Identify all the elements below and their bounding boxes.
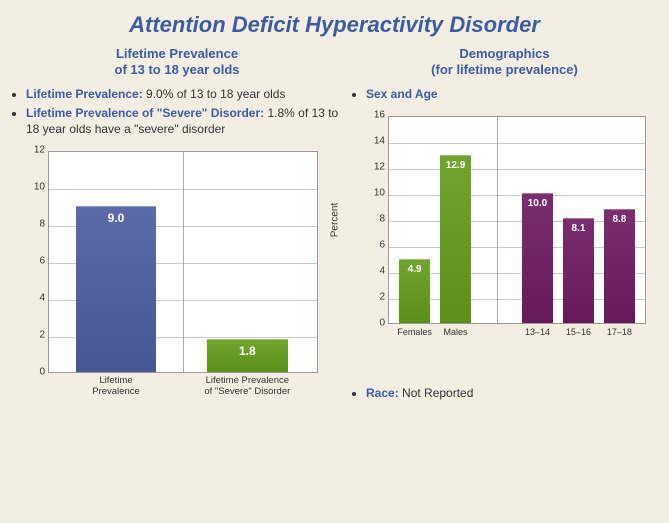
right-bullet-1: Sex and Age: [366, 87, 657, 103]
chart-prevalence-divider: [183, 152, 184, 372]
right-bullet-2-label: Race:: [366, 386, 399, 400]
right-bullet-1-label: Sex and Age: [366, 87, 438, 101]
left-column: Lifetime Prevalence of 13 to 18 year old…: [12, 46, 342, 407]
left-bullet-1-label: Lifetime Prevalence:: [26, 87, 143, 101]
right-bullet-2: Race: Not Reported: [366, 386, 657, 402]
chart-prevalence-xlabel: LifetimePrevalence: [61, 372, 171, 398]
chart-demographics-ytick: 4: [379, 266, 389, 277]
left-bullets: Lifetime Prevalence: 9.0% of 13 to 18 ye…: [12, 87, 342, 138]
chart-demographics-xlabel: 17–18: [564, 323, 669, 337]
right-bullets-2: Race: Not Reported: [352, 386, 657, 402]
chart-demographics-bar: 8.1: [563, 218, 594, 323]
left-heading-line1: Lifetime Prevalence: [116, 46, 238, 61]
chart-demographics-gridline: [389, 143, 645, 144]
chart-prevalence-ylabel: Percent: [0, 245, 1, 279]
columns: Lifetime Prevalence of 13 to 18 year old…: [0, 46, 669, 407]
chart-demographics-bar-value: 4.9: [399, 264, 430, 275]
chart-prevalence-plot: 0246810129.0LifetimePrevalence1.8Lifetim…: [48, 151, 318, 373]
chart-demographics-gridline: [389, 195, 645, 196]
right-heading-line2: (for lifetime prevalence): [431, 62, 578, 77]
chart-demographics-ytick: 2: [379, 292, 389, 303]
chart-prevalence-bar-value: 1.8: [207, 344, 287, 358]
chart-demographics-ytick: 12: [374, 162, 389, 173]
chart-demographics-ytick: 16: [374, 110, 389, 121]
chart-demographics-ytick: 10: [374, 188, 389, 199]
chart-demographics-plot: 02468101214164.9Females12.9Males10.013–1…: [388, 116, 646, 324]
left-heading-line2: of 13 to 18 year olds: [115, 62, 240, 77]
chart-prevalence-bar: 1.8: [207, 339, 287, 372]
chart-demographics: 02468101214164.9Females12.9Males10.013–1…: [352, 116, 657, 358]
chart-demographics-bar: 12.9: [440, 155, 471, 323]
chart-prevalence: 0246810129.0LifetimePrevalence1.8Lifetim…: [12, 151, 342, 407]
chart-prevalence-ytick: 10: [34, 182, 49, 193]
left-heading: Lifetime Prevalence of 13 to 18 year old…: [12, 46, 342, 79]
chart-demographics-ytick: 14: [374, 136, 389, 147]
right-bullet-2-text: Not Reported: [399, 386, 474, 400]
chart-demographics-gridline: [389, 169, 645, 170]
right-heading: Demographics (for lifetime prevalence): [352, 46, 657, 79]
chart-demographics-bar: 8.8: [604, 209, 635, 323]
chart-demographics-bar-value: 8.1: [563, 223, 594, 234]
chart-prevalence-ytick: 2: [39, 330, 49, 341]
right-bullets: Sex and Age: [352, 87, 657, 103]
chart-demographics-bar-value: 12.9: [440, 160, 471, 171]
page-title: Attention Deficit Hyperactivity Disorder: [0, 0, 669, 46]
chart-prevalence-bar: 9.0: [76, 206, 156, 373]
chart-prevalence-ytick: 8: [39, 219, 49, 230]
chart-demographics-ylabel: Percent: [330, 203, 341, 237]
chart-demographics-bar-value: 8.8: [604, 214, 635, 225]
chart-demographics-divider: [497, 117, 498, 323]
chart-demographics-bar: 10.0: [522, 193, 553, 323]
left-bullet-2-label: Lifetime Prevalence of "Severe" Disorder…: [26, 106, 264, 120]
chart-prevalence-ytick: 12: [34, 145, 49, 156]
left-bullet-2: Lifetime Prevalence of "Severe" Disorder…: [26, 106, 342, 137]
right-column: Demographics (for lifetime prevalence) S…: [342, 46, 657, 407]
chart-prevalence-bar-value: 9.0: [76, 211, 156, 225]
left-bullet-1-text: 9.0% of 13 to 18 year olds: [143, 87, 286, 101]
chart-demographics-bar-value: 10.0: [522, 198, 553, 209]
chart-prevalence-ytick: 0: [39, 367, 49, 378]
chart-prevalence-xlabel: Lifetime Prevalenceof "Severe" Disorder: [192, 372, 302, 398]
chart-demographics-ytick: 8: [379, 214, 389, 225]
chart-demographics-bar: 4.9: [399, 259, 430, 323]
chart-demographics-ytick: 6: [379, 240, 389, 251]
chart-prevalence-ytick: 6: [39, 256, 49, 267]
right-heading-line1: Demographics: [459, 46, 549, 61]
chart-prevalence-ytick: 4: [39, 293, 49, 304]
left-bullet-1: Lifetime Prevalence: 9.0% of 13 to 18 ye…: [26, 87, 342, 103]
